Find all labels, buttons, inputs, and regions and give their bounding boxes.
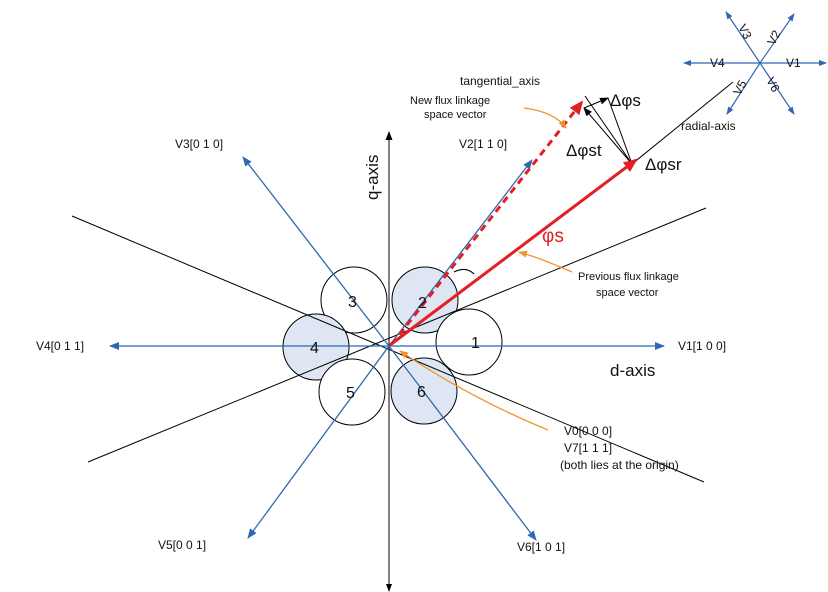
sector-label-2: 2 [418,295,427,312]
sector-label-5: 5 [346,385,355,402]
voltage-vectors [109,156,665,541]
sector-label-3: 3 [348,294,357,311]
delta-phi-sr-label: Δφsr [645,155,682,174]
delta-triangle [583,95,633,165]
vector-v5 [247,345,390,539]
sector-label-4: 4 [310,340,319,357]
mini-label-v1: V1 [786,56,801,70]
tangential-axis-line [584,95,633,165]
vector-label-v4: V4[0 1 1] [36,339,84,353]
mini-label-v3: V3 [735,22,754,42]
sector-label-6: 6 [417,384,426,401]
previous-flux-note-line1: Previous flux linkage [578,271,679,283]
previous-flux-note-line2: space vector [596,287,659,299]
mini-vector-star [683,11,827,115]
mini-label-v6: V6 [763,75,782,95]
zero-vector-note: (both lies at the origin) [560,458,679,472]
sector-circle-5 [318,358,386,426]
sector-label-1: 1 [471,335,480,352]
vector-v2 [388,159,533,347]
mini-label-v5: V5 [730,78,749,98]
sector-circle-1 [435,308,503,376]
mini-vector-v2 [759,13,795,64]
d-axis-label: d-axis [610,361,655,380]
mini-label-v2: V2 [764,28,783,48]
new-flux-vector [390,100,584,345]
previous-flux-pointer [518,250,573,273]
mini-vector-v5 [726,62,761,115]
flux-phi-s-label: φs [542,226,564,247]
vector-v6 [388,345,537,541]
vector-label-v5: V5[0 0 1] [158,538,206,552]
sector-circle-4 [282,313,350,381]
mini-vector-v3 [725,11,761,64]
radial-axis-line [631,81,734,165]
boundary-line-a [71,215,705,483]
zero-vector-label-v0: V0[0 0 0] [564,424,612,438]
tangential-axis-label: tangential_axis [460,74,540,88]
vector-label-v2: V2[1 1 0] [459,137,507,151]
flux-angle-arc [453,268,475,275]
new-flux-note-line1: New flux linkage [410,95,490,107]
new-flux-note-line2: space vector [424,109,487,121]
vector-label-v3: V3[0 1 0] [175,137,223,151]
mini-label-v4: V4 [710,56,725,70]
vector-v3 [242,156,390,347]
vector-label-v6: V6[1 0 1] [517,540,565,554]
mini-vector-v6 [759,62,795,115]
radial-axis-label: radial-axis [681,119,736,133]
delta-phi-st-vector [583,107,633,165]
zero-vector-label-v7: V7[1 1 1] [564,441,612,455]
delta-phi-s-vector [607,97,633,165]
vector-label-v1: V1[1 0 0] [678,339,726,353]
origin-pointer [399,350,549,431]
q-axis-bottom-arrow [386,584,392,592]
delta-phi-sr-vector [583,97,609,109]
sector-circle-6 [390,357,458,425]
q-axis-label: q-axis [363,155,382,200]
delta-phi-st-label: Δφst [566,141,602,160]
delta-phi-s-label: Δφs [610,91,641,110]
new-flux-pointer [523,107,567,129]
previous-flux-vector [389,158,638,347]
